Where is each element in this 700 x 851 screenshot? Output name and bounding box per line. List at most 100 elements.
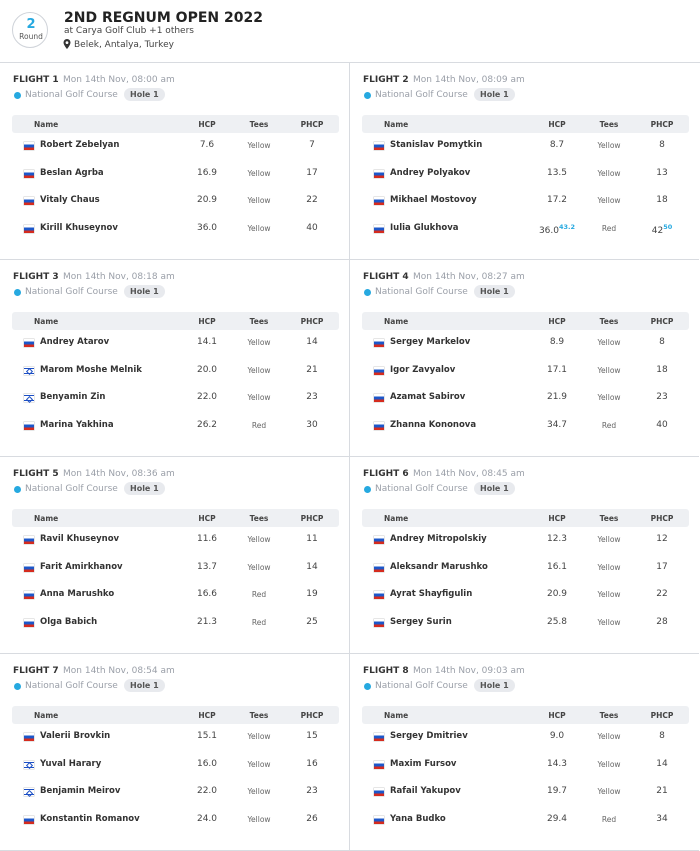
phcp: 40: [656, 419, 668, 430]
hole-badge: Hole 1: [124, 482, 165, 495]
tees-cell: Yellow: [597, 787, 620, 796]
flight-time: Mon 14th Nov, 09:03 am: [413, 666, 525, 676]
tees-cell: Yellow: [597, 590, 620, 599]
course-dot: [14, 289, 21, 296]
flight-card: FLIGHT 5 Mon 14th Nov, 08:36 am National G…: [0, 457, 350, 654]
hcp: 15.1: [196, 731, 218, 741]
hcp: 16.9: [196, 167, 218, 178]
table-header: [12, 706, 339, 724]
flight-card: FLIGHT 6 Mon 14th Nov, 08:45 am National G…: [350, 457, 699, 654]
phcp-cell: 8: [659, 140, 665, 150]
phcp-cell: 4250: [652, 223, 673, 236]
hcp-cell: 36.043.2: [539, 223, 575, 236]
tees: Yellow: [247, 535, 271, 544]
flag: [374, 733, 384, 741]
phcp-cell: 14: [306, 562, 317, 572]
player-name: Vitaly Chaus: [40, 195, 100, 205]
hcp: 16.0: [196, 758, 218, 769]
tees-cell: Yellow: [247, 787, 270, 796]
subtitle: at Carya Golf Club +1 others: [64, 26, 194, 36]
phcp: 23: [656, 392, 668, 402]
phcp: 34: [656, 813, 668, 824]
tees-cell: Red: [252, 590, 266, 599]
hcp-cell: 21.3: [197, 617, 217, 627]
tees-cell: Yellow: [247, 196, 270, 205]
table-header: [362, 706, 689, 724]
flight-time: Mon 14th Nov, 08:18 am: [63, 272, 175, 282]
tees-cell: Yellow: [597, 338, 620, 347]
hcp: 17.2: [546, 195, 568, 205]
hcp-cell: 9.0: [550, 731, 564, 741]
flag: [374, 339, 384, 347]
tees-cell: Yellow: [597, 618, 620, 627]
phcp-cell: 16: [306, 759, 317, 769]
phcp: 22: [306, 195, 318, 205]
flag: [374, 788, 384, 796]
tees-cell: Yellow: [597, 732, 620, 741]
column-header: PHCP: [650, 711, 674, 720]
hcp-cell: 29.4: [547, 814, 567, 824]
flight-title: FLIGHT 4: [363, 272, 409, 282]
hcp: 20.9: [196, 195, 218, 205]
column-header: PHCP: [300, 120, 324, 129]
tees: Yellow: [247, 141, 271, 150]
player-name: Farit Amirkhanov: [40, 561, 123, 572]
hcp: 17.1: [546, 364, 568, 375]
phcp-cell: 8: [659, 337, 665, 347]
flight-title: FLIGHT 3: [13, 272, 59, 282]
tees: Yellow: [597, 168, 621, 178]
tees: Red: [601, 814, 617, 824]
phcp-cell: 23: [656, 392, 667, 402]
phcp-cell: 30: [306, 420, 317, 430]
phcp-cell: 21: [306, 365, 317, 375]
player-name: Ravil Khuseynov: [40, 534, 120, 544]
player-name: Yana Budko: [390, 813, 446, 824]
flag: [374, 142, 384, 150]
phcp-cell: 19: [306, 589, 317, 599]
hcp-cell: 22.0: [197, 786, 217, 796]
flag: [24, 339, 34, 347]
hcp: 25.8: [546, 616, 568, 627]
column-header: HCP: [198, 317, 216, 326]
hcp: 7.6: [199, 140, 215, 150]
course-name: National Golf Course: [375, 287, 468, 297]
hcp-cell: 8.7: [550, 140, 564, 150]
hole-badge: Hole 1: [474, 285, 515, 298]
hcp: 36.0: [196, 222, 218, 233]
hcp-cell: 20.9: [197, 195, 217, 205]
course-dot: [14, 486, 21, 493]
phcp-cell: 11: [306, 534, 317, 544]
round-badge: [12, 12, 48, 48]
tees: Yellow: [597, 590, 621, 599]
phcp-cell: 34: [656, 814, 667, 824]
hcp: 22.0: [196, 392, 218, 402]
tees-cell: Yellow: [597, 141, 620, 150]
phcp-cell: 14: [656, 759, 667, 769]
flag: [24, 169, 34, 178]
column-header: Name: [384, 514, 409, 523]
player-name: Konstantin Romanov: [40, 813, 140, 824]
flight-time: Mon 14th Nov, 08:00 am: [63, 75, 175, 85]
flag: [24, 618, 34, 627]
hcp: 8.7: [549, 140, 565, 150]
hcp: 36.0: [538, 225, 559, 236]
course-name: National Golf Course: [25, 484, 118, 494]
flag: [24, 788, 34, 796]
hcp-cell: 12.3: [547, 534, 567, 544]
phcp-cell: 18: [656, 365, 667, 375]
tees: Yellow: [247, 338, 271, 347]
title: 2ND REGNUM OPEN 2022: [64, 10, 263, 26]
hcp-cell: 7.6: [200, 140, 214, 150]
course-name: National Golf Course: [375, 484, 468, 494]
phcp-cell: 8: [659, 731, 665, 741]
column-header: PHCP: [650, 514, 674, 523]
phcp: 7: [309, 140, 315, 150]
hcp-cell: 25.8: [547, 617, 567, 627]
flag: [24, 536, 34, 544]
phcp-cell: 28: [656, 617, 667, 627]
phcp-cell: 25: [306, 617, 317, 627]
phcp-cell: 13: [656, 168, 667, 178]
player-name: Andrey Mitropolskiy: [390, 534, 487, 544]
column-header: PHCP: [650, 317, 674, 326]
hcp-cell: 36.0: [197, 223, 217, 233]
